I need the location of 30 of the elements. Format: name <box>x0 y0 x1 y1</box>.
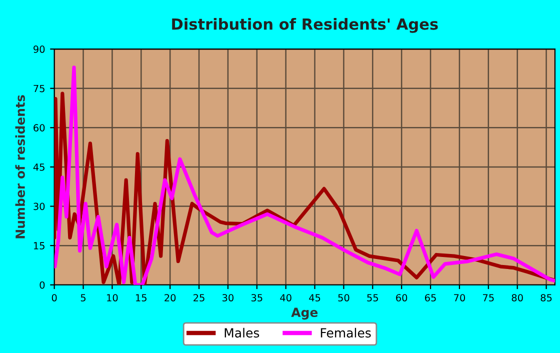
legend-label: Females <box>320 328 371 338</box>
x-tick-label: 35 <box>251 294 262 302</box>
x-tick-label: 65 <box>425 294 436 302</box>
x-tick-label: 15 <box>136 294 146 302</box>
legend-label: Males <box>224 328 260 338</box>
y-tick-label: 75 <box>34 84 44 92</box>
x-tick-label: 85 <box>540 294 552 302</box>
x-tick-label: 0 <box>52 294 57 302</box>
x-tick-label: 25 <box>194 294 204 302</box>
x-tick-label: 5 <box>80 294 86 302</box>
y-tick-label: 0 <box>40 281 45 289</box>
x-tick-label: 50 <box>338 294 350 302</box>
y-tick-label: 45 <box>33 164 44 171</box>
y-axis-title: Number of residents <box>15 95 25 238</box>
y-tick-label: 60 <box>34 124 45 132</box>
x-tick-label: 20 <box>164 294 176 302</box>
x-tick-label: 80 <box>512 294 523 302</box>
x-tick-label: 40 <box>280 294 292 302</box>
chart-title: Distribution of Residents' Ages <box>172 18 438 33</box>
y-tick-label: 30 <box>34 202 45 210</box>
x-tick-label: 10 <box>107 294 118 302</box>
y-tick-label: 15 <box>34 242 44 250</box>
x-tick-label: 75 <box>483 294 494 302</box>
x-tick-label: 60 <box>396 294 408 302</box>
x-tick-label: 30 <box>222 294 234 302</box>
y-tick-label: 90 <box>34 46 45 53</box>
x-tick-label: 55 <box>367 294 378 302</box>
x-tick-label: 70 <box>454 294 465 302</box>
x-axis-title: Age <box>291 308 318 320</box>
x-tick-label: 45 <box>309 294 320 302</box>
